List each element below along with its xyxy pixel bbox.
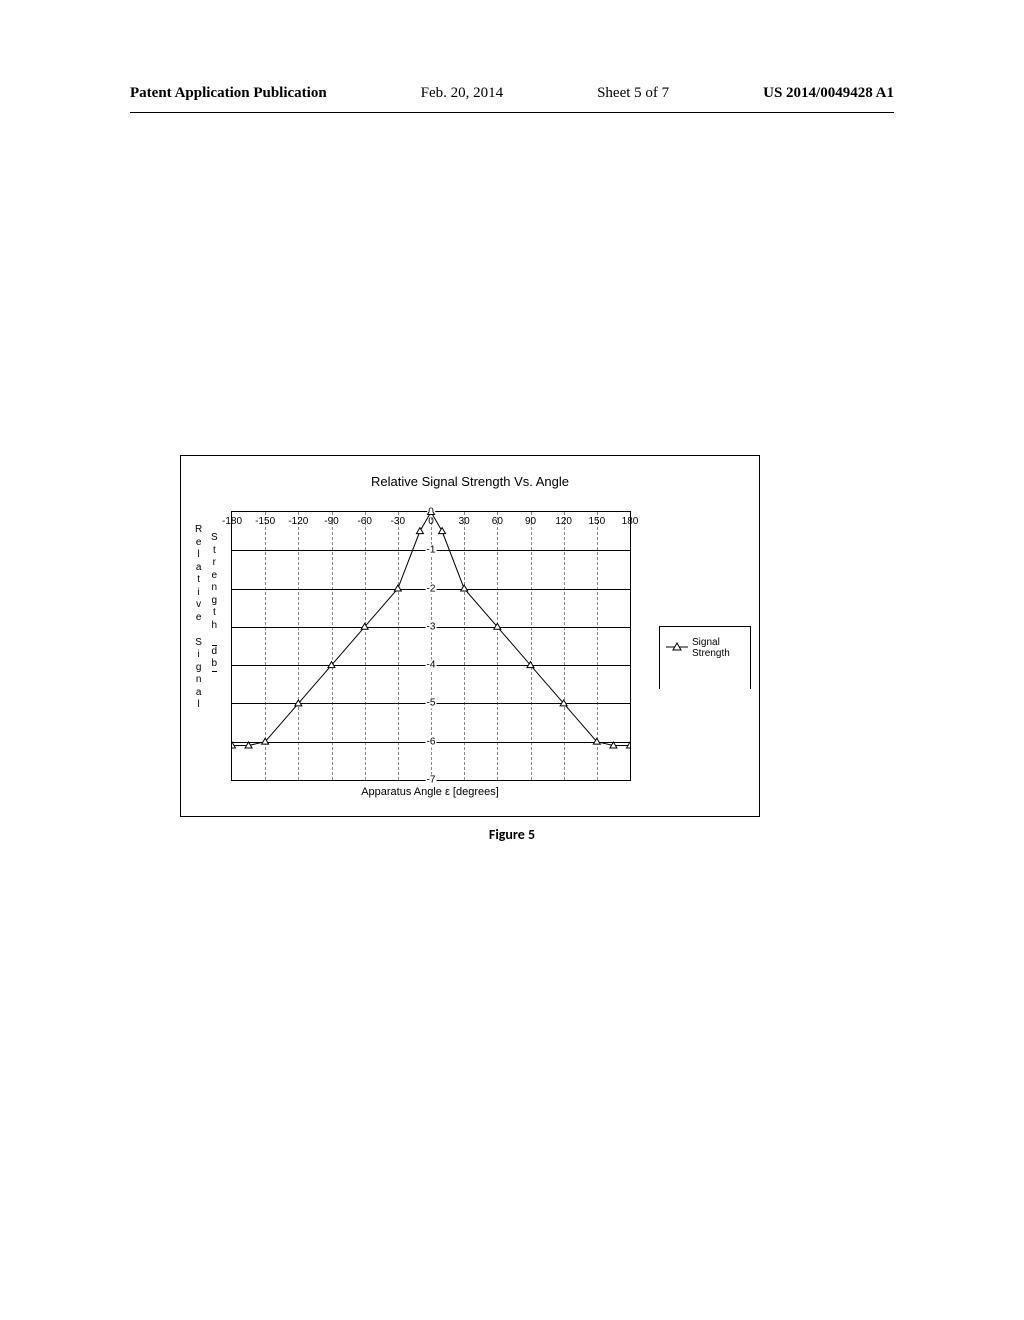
marker-triangle: [232, 742, 236, 748]
legend-label: SignalStrength: [688, 637, 730, 659]
figure-label: Figure 5: [0, 826, 1024, 843]
x-axis-label: Apparatus Angle ε [degrees]: [231, 786, 629, 798]
ylabel-outer: Relative Signal: [195, 524, 202, 712]
publication-date: Feb. 20, 2014: [421, 85, 504, 102]
series-line: [232, 512, 630, 746]
marker-triangle: [394, 585, 401, 591]
legend-marker: [666, 642, 688, 655]
chart-title: Relative Signal Strength Vs. Angle: [181, 474, 759, 489]
marker-triangle: [627, 742, 631, 748]
plot-area: -180-150-120-90-60-3003060901201501800-1…: [231, 511, 631, 781]
sheet-number: Sheet 5 of 7: [597, 85, 669, 102]
chart-svg: [232, 512, 630, 780]
page-header: Patent Application Publication Feb. 20, …: [0, 85, 1024, 102]
marker-triangle: [461, 585, 468, 591]
legend: SignalStrength: [659, 626, 751, 689]
header-rule: [130, 112, 894, 113]
publication-label: Patent Application Publication: [130, 85, 327, 102]
marker-triangle: [416, 528, 423, 534]
marker-triangle: [428, 512, 435, 514]
marker-triangle: [439, 528, 446, 534]
ylabel-inner: Strength db: [211, 532, 218, 672]
patent-number: US 2014/0049428 A1: [763, 85, 894, 102]
figure-container: Relative Signal Strength Vs. Angle Relat…: [180, 455, 760, 817]
